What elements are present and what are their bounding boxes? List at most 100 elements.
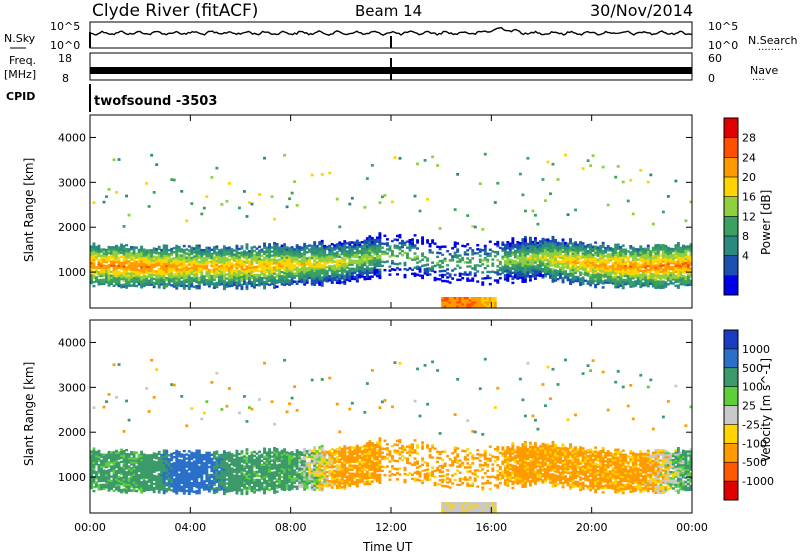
power-cell bbox=[311, 245, 314, 247]
velocity-cell bbox=[145, 480, 148, 482]
power-cell bbox=[173, 251, 176, 253]
power-cell-scatter bbox=[328, 172, 331, 175]
power-cell-scatter bbox=[311, 174, 314, 177]
velocity-cell-scatter bbox=[145, 387, 148, 390]
power-cell bbox=[687, 245, 690, 247]
power-cell-near bbox=[451, 297, 454, 299]
velocity-cell bbox=[178, 473, 181, 475]
velocity-cell bbox=[135, 466, 138, 468]
power-cell-scatter bbox=[652, 223, 655, 226]
power-cell bbox=[396, 245, 399, 247]
power-cell bbox=[168, 253, 171, 255]
power-cell bbox=[589, 274, 592, 276]
power-cell bbox=[439, 274, 442, 276]
power-cell-near bbox=[456, 297, 459, 299]
power-cell bbox=[459, 279, 462, 281]
power-cell bbox=[376, 245, 379, 247]
velocity-cell bbox=[95, 451, 98, 453]
velocity-cell bbox=[180, 453, 183, 455]
power-cell bbox=[373, 239, 376, 241]
velocity-cell bbox=[218, 470, 221, 472]
velocity-cell bbox=[98, 484, 101, 486]
power-cell bbox=[153, 255, 156, 257]
velocity-cell bbox=[208, 452, 211, 454]
power-cell bbox=[587, 270, 590, 272]
power-cell bbox=[587, 244, 590, 246]
power-cell bbox=[429, 267, 432, 269]
power-cell bbox=[261, 255, 264, 257]
power-cell-near bbox=[484, 297, 487, 299]
power-cell bbox=[441, 274, 444, 276]
power-cell bbox=[98, 271, 101, 273]
velocity-cell bbox=[198, 466, 201, 468]
power-cell bbox=[479, 255, 482, 257]
power-cell-scatter bbox=[155, 163, 158, 166]
power-cell bbox=[336, 259, 339, 261]
power-cell bbox=[381, 251, 384, 253]
power-cell bbox=[609, 265, 612, 267]
power-cell bbox=[190, 247, 193, 249]
power-cell bbox=[383, 269, 386, 271]
power-cell bbox=[233, 249, 236, 251]
power-cell bbox=[373, 257, 376, 259]
velocity-cell bbox=[98, 450, 101, 452]
power-cell bbox=[409, 257, 412, 259]
power-cell-near bbox=[444, 297, 447, 299]
power-cell bbox=[569, 254, 572, 256]
power-cell bbox=[95, 246, 98, 248]
power-cell bbox=[414, 234, 417, 236]
power-cell bbox=[356, 240, 359, 242]
power-cell bbox=[672, 282, 675, 284]
velocity-cell-scatter bbox=[93, 406, 96, 409]
power-cell bbox=[326, 254, 329, 256]
power-cell bbox=[118, 256, 121, 258]
freq-label: Freq. bbox=[9, 54, 36, 67]
power-cell bbox=[677, 242, 680, 244]
power-cell bbox=[308, 244, 311, 246]
power-cell bbox=[404, 252, 407, 254]
velocity-cell-scatter bbox=[148, 410, 151, 413]
power-cell bbox=[564, 242, 567, 244]
power-cell bbox=[461, 257, 464, 259]
power-cell bbox=[118, 271, 121, 273]
power-cell bbox=[225, 273, 228, 275]
power-cell bbox=[476, 280, 479, 282]
power-cell bbox=[148, 280, 151, 282]
power-cell-near bbox=[459, 297, 462, 299]
velocity-cell bbox=[108, 461, 111, 463]
power-cell bbox=[451, 269, 454, 271]
power-cell bbox=[444, 270, 447, 272]
power-cell bbox=[248, 250, 251, 252]
power-cell-scatter bbox=[419, 210, 422, 213]
power-cell bbox=[501, 266, 504, 268]
power-cell bbox=[466, 265, 469, 267]
power-cell bbox=[672, 248, 675, 250]
power-cell bbox=[333, 252, 336, 254]
power-cell bbox=[654, 264, 657, 266]
power-cell bbox=[170, 258, 173, 260]
power-cell bbox=[316, 261, 319, 263]
velocity-cell bbox=[170, 489, 173, 491]
power-cell bbox=[642, 270, 645, 272]
power-cell bbox=[652, 273, 655, 275]
power-cell bbox=[577, 276, 580, 278]
power-cell bbox=[388, 245, 391, 247]
power-cell bbox=[466, 249, 469, 251]
power-cell bbox=[220, 249, 223, 251]
power-cell-scatter bbox=[414, 195, 417, 198]
power-cell-scatter bbox=[574, 209, 577, 212]
power-cell bbox=[361, 241, 364, 243]
power-cell bbox=[536, 242, 539, 244]
power-cell bbox=[652, 247, 655, 249]
power-cell bbox=[496, 279, 499, 281]
velocity-cell bbox=[185, 461, 188, 463]
power-cell bbox=[341, 257, 344, 259]
power-cell bbox=[100, 248, 103, 250]
power-cell bbox=[396, 273, 399, 275]
power-cell bbox=[145, 275, 148, 277]
power-cell-scatter bbox=[203, 207, 206, 210]
power-cell bbox=[557, 278, 560, 280]
power-cell bbox=[321, 264, 324, 266]
power-cell bbox=[180, 254, 183, 256]
power-cell bbox=[276, 285, 279, 287]
